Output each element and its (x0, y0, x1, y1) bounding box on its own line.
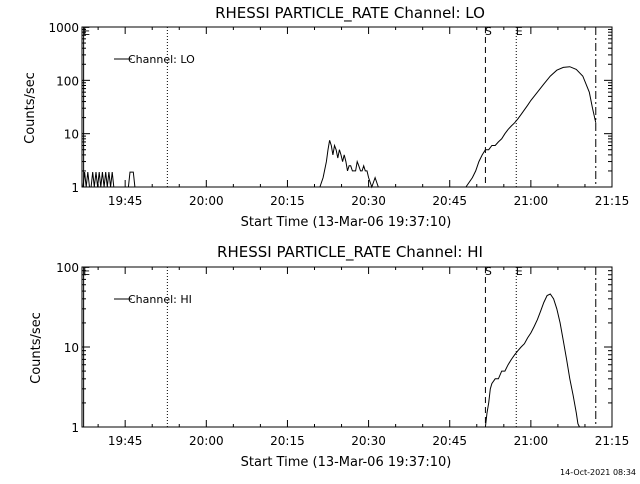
y-tick-label: 100 (56, 74, 79, 88)
time-marker-label: S (485, 25, 492, 38)
x-tick-label: 20:30 (351, 434, 386, 448)
legend-label: Channel: LO (128, 53, 195, 66)
x-tick-label: 20:00 (189, 194, 224, 208)
time-marker-label: E (516, 265, 523, 278)
y-tick-label: 10 (64, 128, 79, 142)
y-axis-label: Counts/sec (23, 72, 38, 144)
x-tick-label: 20:15 (270, 194, 305, 208)
y-tick-label: 100 (56, 261, 79, 275)
x-tick-label: 20:45 (432, 194, 467, 208)
y-tick-label: 1 (71, 421, 79, 435)
x-tick-label: 19:45 (108, 434, 143, 448)
y-tick-label: 10 (64, 341, 79, 355)
x-tick-label: 20:15 (270, 434, 305, 448)
data-series-line (82, 66, 597, 189)
time-marker-label: S (485, 265, 492, 278)
plot-panel-hi: 19:45 20:00 20:15 20:30 20:45 21:00 21:15 1 10 10… (56, 261, 629, 448)
y-axis-label: Counts/sec (29, 312, 44, 384)
plot-frame (81, 26, 613, 188)
x-tick-label: 21:15 (595, 194, 630, 208)
x-tick-label: 19:45 (108, 194, 143, 208)
x-tick-label: 21:00 (514, 434, 549, 448)
time-marker-label: E (83, 25, 90, 38)
time-marker-label: E (83, 265, 90, 278)
chart-title: RHESSI PARTICLE_RATE Channel: LO (215, 4, 485, 23)
x-tick-label: 21:15 (595, 434, 630, 448)
y-tick-label: 1 (71, 181, 79, 195)
x-axis-label: Start Time (13-Mar-06 19:37:10) (241, 455, 452, 470)
x-tick-label: 21:00 (514, 194, 549, 208)
y-tick-label: 1000 (48, 21, 79, 35)
chart-title: RHESSI PARTICLE_RATE Channel: HI (217, 243, 483, 262)
x-tick-label: 20:30 (351, 194, 386, 208)
plot-panel-lo: 19:45 20:00 20:15 20:30 20:45 21:00 21:15 1 10 10… (48, 21, 629, 208)
x-axis-label: Start Time (13-Mar-06 19:37:10) (241, 215, 452, 230)
x-tick-label: 20:45 (432, 434, 467, 448)
footer-timestamp: 14-Oct-2021 08:34 (560, 468, 636, 477)
x-tick-label: 20:00 (189, 434, 224, 448)
time-marker-label: E (516, 25, 523, 38)
data-series-line (484, 293, 580, 428)
legend-label: Channel: HI (128, 293, 192, 306)
